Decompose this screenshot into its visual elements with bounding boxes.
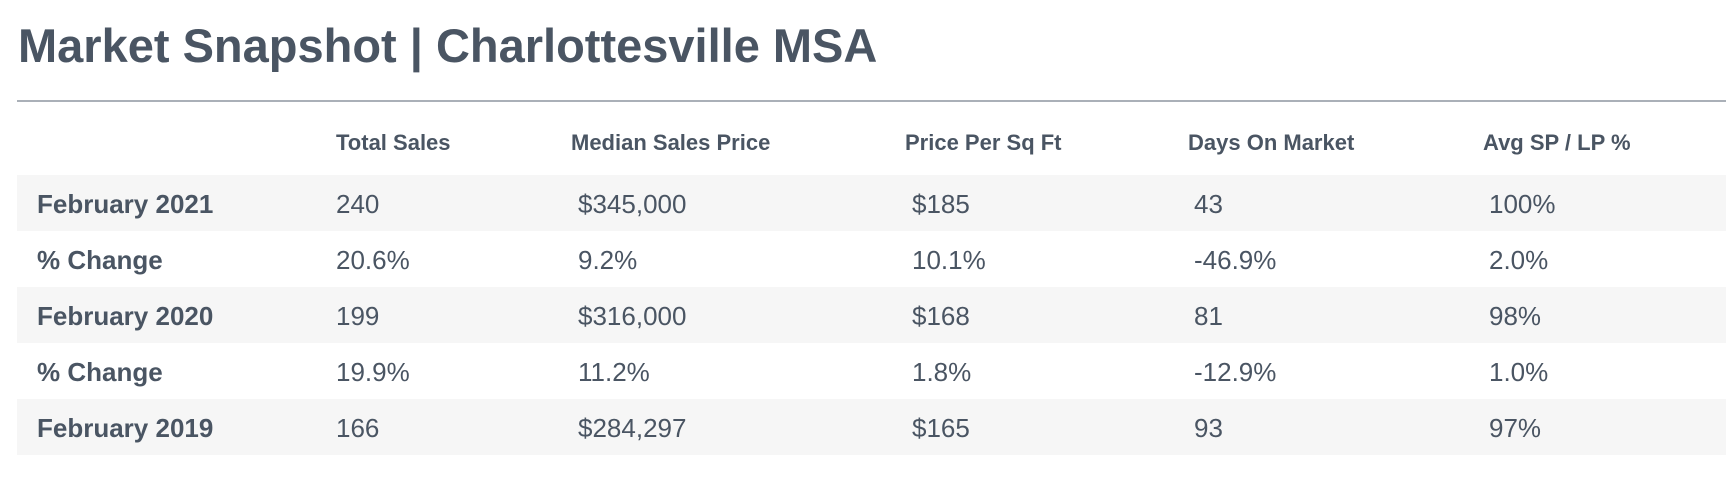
cell-days-on-market: 43 [1194, 189, 1223, 219]
market-snapshot-table: Total Sales Median Sales Price Price Per… [17, 112, 1726, 455]
cell-days-on-market: 93 [1194, 413, 1223, 443]
cell-avg-sp-lp: 100% [1489, 189, 1556, 219]
cell-price-per-sq-ft: $168 [912, 301, 970, 331]
cell-median-sales-price: $284,297 [578, 413, 687, 443]
table-row: February 2020 199 $316,000 $168 81 98% [17, 287, 1726, 343]
row-label: % Change [37, 357, 163, 387]
row-label: February 2021 [37, 189, 214, 219]
header-total-sales: Total Sales [336, 130, 451, 155]
page-title: Market Snapshot | Charlottesville MSA [18, 19, 878, 72]
cell-price-per-sq-ft: 10.1% [912, 245, 986, 275]
table-row: % Change 19.9% 11.2% 1.8% -12.9% 1.0% [17, 343, 1726, 399]
cell-days-on-market: -12.9% [1194, 357, 1277, 387]
header-days-on-market: Days On Market [1188, 130, 1355, 155]
cell-total-sales: 199 [336, 301, 380, 331]
cell-price-per-sq-ft: 1.8% [912, 357, 972, 387]
cell-price-per-sq-ft: $165 [912, 413, 970, 443]
cell-avg-sp-lp: 2.0% [1489, 245, 1549, 275]
header-median-sales-price: Median Sales Price [571, 130, 771, 155]
table-row: February 2019 166 $284,297 $165 93 97% [17, 399, 1726, 455]
row-label: February 2019 [37, 413, 214, 443]
table-header-row: Total Sales Median Sales Price Price Per… [17, 112, 1726, 175]
cell-days-on-market: 81 [1194, 301, 1223, 331]
cell-total-sales: 19.9% [336, 357, 410, 387]
cell-avg-sp-lp: 98% [1489, 301, 1542, 331]
cell-total-sales: 166 [336, 413, 380, 443]
cell-median-sales-price: 9.2% [578, 245, 638, 275]
table-row: % Change 20.6% 9.2% 10.1% -46.9% 2.0% [17, 231, 1726, 287]
header-price-per-sq-ft: Price Per Sq Ft [905, 130, 1062, 155]
cell-total-sales: 240 [336, 189, 380, 219]
cell-median-sales-price: $345,000 [578, 189, 687, 219]
cell-median-sales-price: $316,000 [578, 301, 687, 331]
cell-days-on-market: -46.9% [1194, 245, 1277, 275]
row-label: % Change [37, 245, 163, 275]
row-label: February 2020 [37, 301, 214, 331]
cell-total-sales: 20.6% [336, 245, 410, 275]
cell-avg-sp-lp: 97% [1489, 413, 1542, 443]
header-avg-sp-lp: Avg SP / LP % [1483, 130, 1631, 155]
table-row: February 2021 240 $345,000 $185 43 100% [17, 175, 1726, 231]
cell-price-per-sq-ft: $185 [912, 189, 970, 219]
title-divider [17, 100, 1726, 102]
cell-median-sales-price: 11.2% [578, 357, 650, 387]
cell-avg-sp-lp: 1.0% [1489, 357, 1549, 387]
